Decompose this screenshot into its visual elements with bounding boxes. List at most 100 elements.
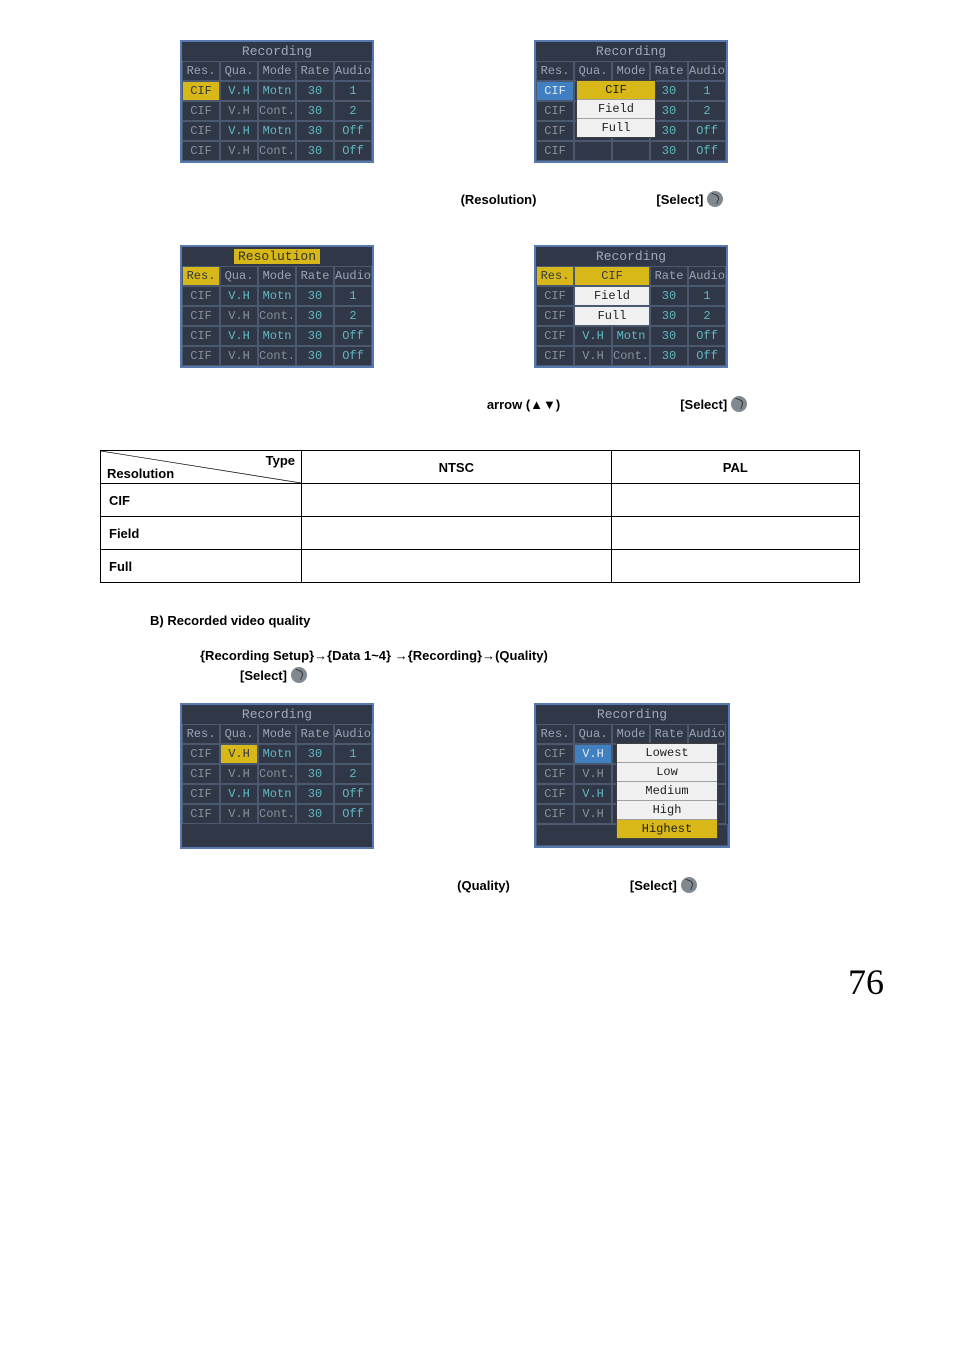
cell[interactable]: Motn: [258, 784, 296, 804]
cell[interactable]: Off: [688, 141, 726, 161]
cell[interactable]: CIF: [536, 141, 574, 161]
cell[interactable]: Off: [334, 804, 372, 824]
cell[interactable]: V.H: [220, 286, 258, 306]
table-row[interactable]: CIF V.H Motn 30 1: [182, 744, 372, 764]
cell[interactable]: CIF: [536, 101, 574, 121]
cell[interactable]: V.H: [220, 346, 258, 366]
cell[interactable]: CIF: [536, 744, 574, 764]
cell[interactable]: 30: [296, 81, 334, 101]
cell[interactable]: CIF: [182, 326, 220, 346]
cell[interactable]: CIF: [536, 784, 574, 804]
dd-item-medium[interactable]: Medium: [617, 782, 717, 801]
cell[interactable]: CIF: [536, 286, 574, 306]
cell[interactable]: 30: [650, 141, 688, 161]
cell[interactable]: Cont.: [258, 804, 296, 824]
cell[interactable]: V.H: [220, 764, 258, 784]
cell[interactable]: Cont.: [258, 346, 296, 366]
cell[interactable]: V.H: [220, 121, 258, 141]
cell[interactable]: CIF: [536, 346, 574, 366]
cell[interactable]: CIF: [182, 121, 220, 141]
cell[interactable]: CIF: [536, 121, 574, 141]
cell[interactable]: V.H: [220, 326, 258, 346]
cell[interactable]: Off: [334, 326, 372, 346]
quality-dropdown[interactable]: Lowest Low Medium High Highest: [616, 743, 718, 839]
cell[interactable]: CIF: [182, 81, 220, 101]
cell[interactable]: 2: [334, 101, 372, 121]
cell[interactable]: Off: [688, 346, 726, 366]
cell[interactable]: Off: [334, 121, 372, 141]
cell[interactable]: 30: [650, 306, 688, 326]
cell[interactable]: Cont.: [258, 141, 296, 161]
dd-item-cif[interactable]: CIF: [577, 81, 655, 100]
table-row[interactable]: CIF V.H Cont. 30 Off: [536, 346, 726, 366]
cell[interactable]: CIF: [182, 306, 220, 326]
table-row[interactable]: CIF V.H Cont. 30 Off: [182, 346, 372, 366]
cell[interactable]: 30: [296, 326, 334, 346]
cell[interactable]: 2: [688, 306, 726, 326]
cell[interactable]: [574, 141, 612, 161]
table-row[interactable]: CIF V.H Cont. 30 2: [182, 764, 372, 784]
cell[interactable]: CIF: [182, 764, 220, 784]
cell[interactable]: 30: [296, 121, 334, 141]
table-row[interactable]: CIF V.H Cont. 30 2: [182, 306, 372, 326]
table-row[interactable]: CIF Full 30 2: [536, 306, 726, 326]
dd-item-low[interactable]: Low: [617, 763, 717, 782]
cell[interactable]: V.H: [574, 346, 612, 366]
table-row[interactable]: CIF V.H Motn 30 1: [182, 81, 372, 101]
cell[interactable]: 30: [296, 141, 334, 161]
table-row[interactable]: CIF V.H Cont. 30 2: [182, 101, 372, 121]
cell[interactable]: Field: [574, 286, 650, 306]
cell[interactable]: V.H: [220, 141, 258, 161]
cell[interactable]: 30: [296, 764, 334, 784]
dd-item-highest[interactable]: Highest: [617, 820, 717, 838]
cell[interactable]: 30: [296, 346, 334, 366]
cell[interactable]: V.H: [220, 306, 258, 326]
cell[interactable]: 30: [650, 326, 688, 346]
cell[interactable]: 1: [688, 286, 726, 306]
cell[interactable]: V.H: [574, 804, 612, 824]
table-row[interactable]: CIF V.H Motn 30 Off: [182, 326, 372, 346]
cell[interactable]: Off: [334, 141, 372, 161]
cell[interactable]: 30: [296, 804, 334, 824]
cell[interactable]: CIF: [182, 141, 220, 161]
cell[interactable]: 30: [296, 101, 334, 121]
cell[interactable]: V.H: [220, 744, 258, 764]
cell[interactable]: 30: [296, 784, 334, 804]
cell[interactable]: V.H: [220, 804, 258, 824]
cell[interactable]: Cont.: [612, 346, 650, 366]
table-row[interactable]: CIF V.H Cont. 30 Off: [182, 141, 372, 161]
cell[interactable]: Cont.: [258, 101, 296, 121]
cell[interactable]: Motn: [258, 81, 296, 101]
table-row[interactable]: CIF V.H Motn 30 Off: [182, 784, 372, 804]
cell[interactable]: Cont.: [258, 764, 296, 784]
table-row[interactable]: CIF V.H Motn 30 1: [182, 286, 372, 306]
cell[interactable]: CIF: [536, 326, 574, 346]
cell[interactable]: [612, 141, 650, 161]
cell[interactable]: Off: [688, 326, 726, 346]
cell[interactable]: Motn: [258, 121, 296, 141]
cell[interactable]: CIF: [182, 784, 220, 804]
cell[interactable]: 30: [650, 346, 688, 366]
cell[interactable]: CIF: [536, 764, 574, 784]
cell[interactable]: Motn: [612, 326, 650, 346]
table-row[interactable]: CIF V.H Motn 30 Off: [182, 121, 372, 141]
cell[interactable]: CIF: [182, 744, 220, 764]
cell[interactable]: 30: [650, 286, 688, 306]
dd-item-field[interactable]: Field: [577, 100, 655, 119]
table-row[interactable]: CIF V.H Cont. 30 Off: [182, 804, 372, 824]
cell[interactable]: Off: [688, 121, 726, 141]
cell[interactable]: CIF: [536, 804, 574, 824]
dd-item-full[interactable]: Full: [577, 119, 655, 137]
cell[interactable]: 1: [334, 744, 372, 764]
table-row[interactable]: CIF 30 Off: [536, 141, 726, 161]
table-row[interactable]: CIF V.H Motn 30 Off: [536, 326, 726, 346]
cell[interactable]: V.H: [574, 744, 612, 764]
cell[interactable]: CIF: [182, 101, 220, 121]
cell[interactable]: 2: [334, 764, 372, 784]
cell[interactable]: CIF: [182, 346, 220, 366]
cell[interactable]: V.H: [220, 81, 258, 101]
cell[interactable]: 1: [334, 81, 372, 101]
cell[interactable]: CIF: [182, 804, 220, 824]
cell[interactable]: Motn: [258, 326, 296, 346]
cell[interactable]: Motn: [258, 744, 296, 764]
